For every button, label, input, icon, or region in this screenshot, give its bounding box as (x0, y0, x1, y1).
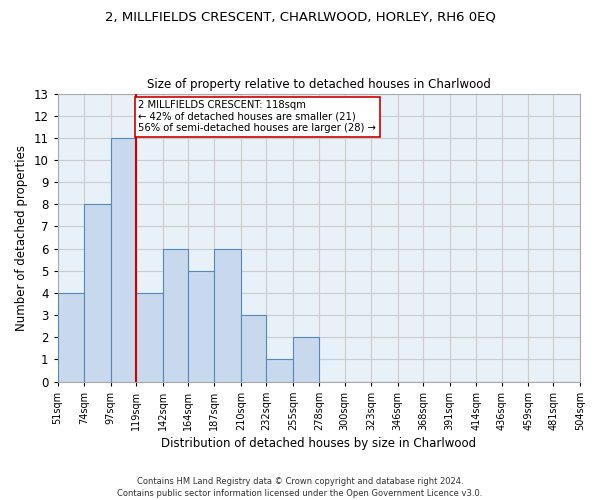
Bar (58, 293, 84, 382)
Title: Size of property relative to detached houses in Charlwood: Size of property relative to detached ho… (147, 78, 491, 91)
Bar (266, 360, 293, 382)
X-axis label: Distribution of detached houses by size in Charlwood: Distribution of detached houses by size … (161, 437, 476, 450)
Bar (163, 248, 188, 382)
Bar (84, 204, 110, 382)
Bar (214, 248, 241, 382)
Y-axis label: Number of detached properties: Number of detached properties (15, 144, 28, 330)
Bar (188, 271, 214, 382)
Text: Contains HM Land Registry data © Crown copyright and database right 2024.
Contai: Contains HM Land Registry data © Crown c… (118, 476, 482, 498)
Bar (136, 293, 163, 382)
Bar (110, 138, 136, 382)
Bar (241, 315, 266, 382)
Bar (293, 337, 319, 382)
Text: 2 MILLFIELDS CRESCENT: 118sqm
← 42% of detached houses are smaller (21)
56% of s: 2 MILLFIELDS CRESCENT: 118sqm ← 42% of d… (139, 100, 376, 134)
Text: 2, MILLFIELDS CRESCENT, CHARLWOOD, HORLEY, RH6 0EQ: 2, MILLFIELDS CRESCENT, CHARLWOOD, HORLE… (104, 10, 496, 23)
